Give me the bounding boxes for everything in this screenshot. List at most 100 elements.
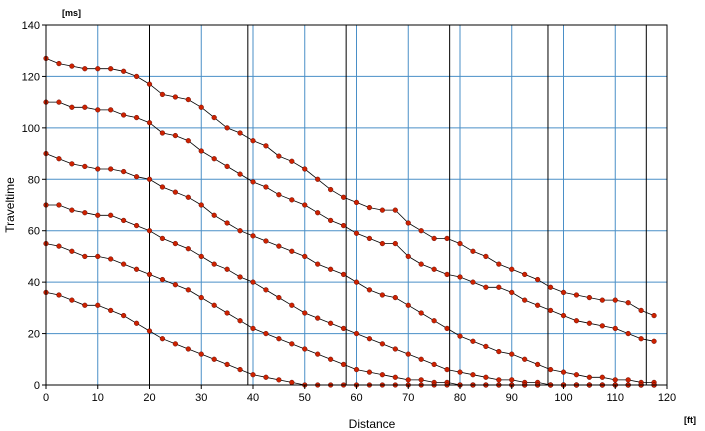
point-2-39: [547, 366, 554, 373]
point-0-41: [573, 292, 580, 298]
point-2-2: [69, 161, 75, 167]
point-2-15: [237, 228, 243, 234]
point-4-17: [263, 330, 269, 337]
point-4-3: [82, 253, 88, 260]
point-3-25: [366, 336, 373, 342]
point-0-1: [56, 60, 62, 67]
point-5-10: [172, 341, 178, 347]
point-3-6: [121, 217, 127, 224]
point-4-18: [276, 336, 282, 342]
point-0-16: [250, 138, 256, 144]
point-0-46: [638, 307, 644, 314]
point-4-29: [418, 377, 424, 383]
point-3-1: [56, 202, 62, 208]
x-tick-label-0: 0: [43, 392, 49, 404]
point-1-6: [121, 112, 127, 118]
point-1-11: [185, 138, 191, 144]
x-tick-label-80: 80: [454, 392, 466, 404]
point-0-27: [392, 207, 398, 213]
point-2-40: [560, 369, 567, 375]
point-2-43: [599, 374, 605, 380]
point-2-3: [82, 163, 88, 170]
point-0-37: [522, 271, 528, 278]
x-tick-label-100: 100: [554, 392, 572, 404]
point-1-28: [405, 253, 411, 260]
point-0-4: [95, 66, 101, 72]
shot-lines: [45, 25, 647, 385]
point-3-20: [302, 310, 308, 316]
point-1-9: [159, 130, 166, 136]
point-0-2: [69, 63, 75, 69]
x-tick-label-10: 10: [92, 392, 104, 404]
point-5-6: [121, 312, 127, 319]
x-tick-label-90: 90: [506, 392, 518, 404]
point-0-39: [547, 284, 554, 290]
point-4-5: [108, 256, 114, 262]
point-3-3: [82, 210, 88, 216]
point-1-15: [237, 171, 243, 177]
point-0-25: [366, 204, 373, 211]
point-4-8: [146, 271, 153, 278]
point-5-9: [159, 336, 166, 342]
point-0-35: [496, 261, 502, 267]
point-2-12: [198, 202, 204, 208]
point-2-30: [431, 318, 437, 324]
x-tick-label-120: 120: [658, 392, 676, 404]
point-1-33: [470, 279, 476, 285]
point-0-24: [353, 199, 360, 206]
point-0-5: [108, 66, 114, 72]
point-2-21: [315, 261, 321, 267]
point-0-21: [315, 176, 321, 182]
point-3-19: [289, 302, 295, 308]
point-1-38: [535, 302, 541, 308]
point-3-24: [353, 330, 360, 337]
point-2-8: [146, 176, 153, 182]
point-5-18: [276, 377, 282, 383]
y-tick-label-140: 140: [22, 20, 40, 32]
point-1-43: [599, 323, 605, 329]
point-1-22: [328, 217, 334, 224]
point-2-36: [509, 351, 515, 357]
point-2-18: [276, 243, 282, 249]
point-0-33: [470, 248, 476, 254]
point-0-15: [237, 130, 243, 136]
point-2-26: [379, 292, 385, 298]
point-3-5: [108, 212, 114, 218]
point-0-30: [431, 235, 437, 242]
point-1-7: [133, 114, 140, 121]
point-1-4: [95, 107, 101, 113]
x-tick-label-60: 60: [350, 392, 362, 404]
point-0-12: [198, 104, 204, 110]
point-0-10: [172, 94, 178, 100]
point-4-24: [353, 366, 360, 373]
point-2-22: [328, 266, 334, 272]
point-3-12: [198, 253, 204, 260]
point-0-34: [483, 253, 489, 260]
point-3-30: [431, 361, 437, 368]
point-1-37: [522, 297, 528, 303]
point-0-44: [612, 297, 618, 303]
point-1-16: [250, 179, 256, 185]
point-1-32: [457, 274, 463, 280]
point-5-19: [289, 379, 295, 386]
point-1-26: [379, 240, 385, 247]
point-1-5: [108, 107, 114, 113]
point-3-26: [379, 341, 385, 347]
point-4-14: [224, 310, 230, 316]
point-0-40: [560, 289, 567, 296]
point-2-29: [418, 310, 424, 316]
point-1-45: [625, 330, 631, 337]
point-2-10: [172, 189, 178, 195]
point-0-47: [651, 312, 657, 319]
point-4-28: [405, 377, 411, 383]
point-3-18: [276, 294, 282, 301]
point-1-14: [224, 163, 230, 170]
point-4-15: [237, 318, 243, 324]
point-4-22: [328, 356, 334, 362]
point-5-4: [95, 302, 101, 308]
point-0-28: [405, 220, 411, 226]
point-4-1: [56, 243, 62, 249]
point-5-8: [146, 328, 153, 334]
point-5-7: [133, 320, 140, 326]
point-5-3: [82, 302, 88, 308]
